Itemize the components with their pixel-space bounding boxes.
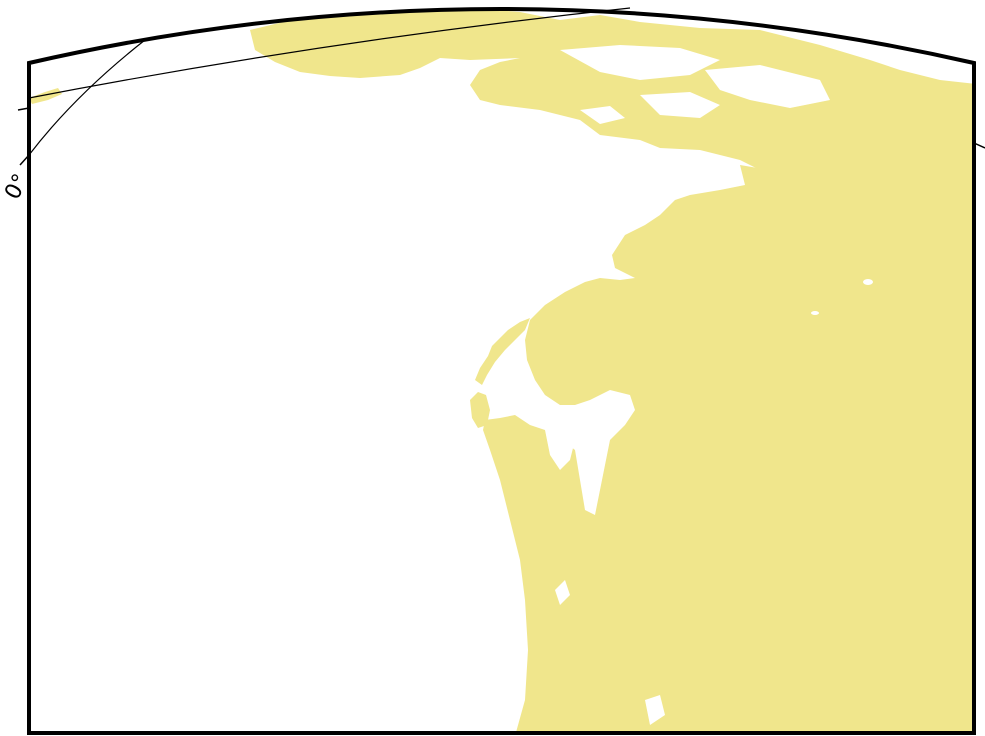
landmass-far-west — [29, 88, 62, 104]
parallel-line — [28, 7, 631, 99]
lake-3 — [640, 92, 720, 118]
lake-1 — [560, 45, 720, 80]
tick-left-lower — [19, 154, 30, 166]
land-layer — [29, 9, 974, 733]
map-frame — [27, 7, 976, 735]
lake-4 — [580, 106, 625, 124]
tick-left-upper — [17, 107, 30, 111]
lake-5 — [545, 425, 575, 470]
lake-8 — [863, 279, 873, 285]
landmass-north-west — [250, 9, 974, 200]
lake-9 — [811, 311, 819, 315]
landmass-east — [483, 165, 974, 733]
lake-2 — [705, 65, 830, 108]
coastal-strip — [475, 318, 530, 385]
landmass-jutland-west — [470, 392, 490, 428]
lake-6 — [555, 580, 570, 605]
meridian-line — [28, 39, 146, 156]
lake-7 — [645, 695, 665, 725]
tick-right — [973, 142, 985, 149]
